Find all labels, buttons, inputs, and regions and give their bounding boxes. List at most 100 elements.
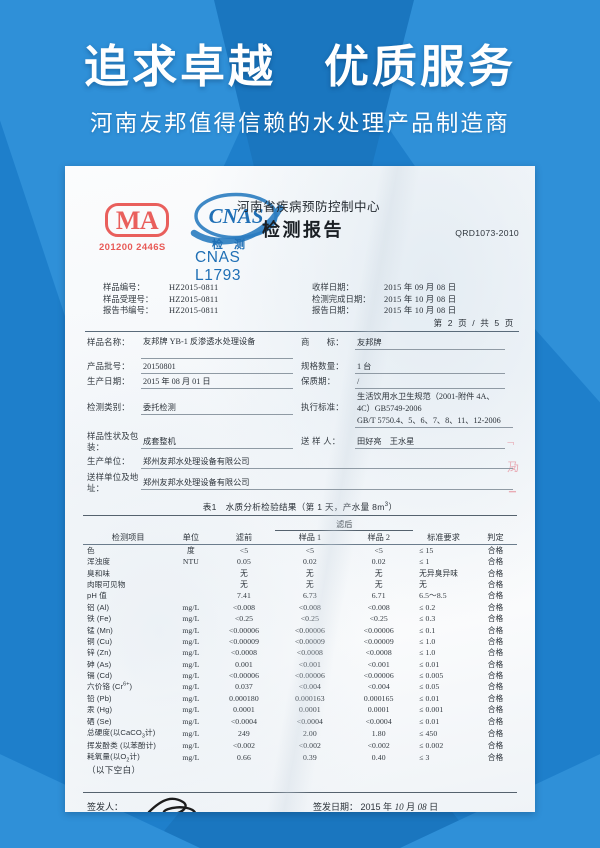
table-row: 镉 (Cd) mg/L <0.00006 <0.00006 <0.00006 ≤ 0.00… — [83, 670, 517, 681]
group-spacer-judge — [474, 518, 517, 531]
info-row-name-trademark: 样品名称： 友邦牌 YB-1 反渗透水处理设备 商 标： 友邦牌 — [87, 337, 519, 359]
cell-item: 铝 (Al) — [87, 602, 110, 612]
group-spacer-pre — [212, 518, 275, 531]
cell-before-filter: <0.002 — [232, 740, 256, 750]
cell-unit — [169, 579, 212, 590]
table-row: 铁 (Fe) mg/L <0.25 <0.25 <0.25 ≤ 0.3 合格 — [83, 613, 517, 624]
cell-unit: mg/L — [182, 659, 200, 669]
table-row: 色 度 <5 <5 <5 ≤ 15 合格 — [83, 545, 517, 557]
producer-label: 生产单位： — [87, 456, 130, 466]
cell-standard: ≤ 450 — [419, 728, 438, 738]
cell-unit: mg/L — [182, 705, 200, 715]
cell-standard: ≤ 0.1 — [419, 625, 436, 635]
cell-unit — [169, 590, 212, 601]
group-header-filtered: 滤后 — [275, 517, 414, 531]
cell-standard: ≤ 1 — [419, 557, 430, 567]
cell-standard: ≤ 0.005 — [419, 671, 444, 681]
standard-line-3: GB/T 5750.4、5、6、7、8、11、12-2006 — [355, 415, 513, 428]
cell-standard: ≤ 0.2 — [419, 602, 436, 612]
cell-judgement: 合格 — [487, 716, 504, 726]
cell-sample-1: <0.00006 — [294, 671, 325, 681]
table-row: pH 值 7.41 6.73 6.71 6.5～8.5 合格 — [83, 590, 517, 601]
table-row: 硒 (Se) mg/L <0.0004 <0.0004 <0.0004 ≤ 0.01 合格 — [83, 715, 517, 726]
issue-date-month-value: 10 — [394, 802, 404, 812]
info-row-batch-qty: 产品批号： 20150801 规格数量： 1 台 — [87, 361, 519, 374]
cell-judgement: 合格 — [487, 671, 504, 681]
cnas-swoosh-icon: CNAS — [190, 192, 284, 245]
issue-date-day-value: 08 — [417, 802, 427, 812]
group-spacer-std — [413, 518, 474, 531]
table-top-rule — [83, 515, 517, 518]
cell-before-filter: <0.00009 — [228, 636, 260, 646]
cell-sample-1: <5 — [305, 546, 315, 555]
deliverer-label: 送 样 人： — [301, 436, 341, 446]
batch-cell: 产品批号： 20150801 — [87, 361, 301, 374]
cell-standard: ≤ 0.01 — [419, 716, 440, 726]
group-spacer-item — [83, 518, 169, 531]
info-row-producer: 生产单位： 郑州友邦水处理设备有限公司 — [87, 456, 519, 469]
issue-date-label: 签发日期： — [313, 802, 359, 812]
info-row-state-deliverer: 样品性状及包装： 成套整机 送 样 人： 田好亮 王水星 — [87, 431, 519, 453]
cell-item: 肉眼可见物 — [87, 579, 126, 589]
info-row-sender: 送样单位及地址： 郑州友邦水处理设备有限公司 — [87, 472, 519, 494]
table-header-rule — [83, 542, 517, 545]
cell-sample-1: 0.000163 — [295, 693, 325, 703]
cell-sample-2: 0.40 — [371, 752, 386, 762]
table-row: 总硬度(以CaCO3计) mg/L 249 2.00 1.80 ≤ 450 合格 — [83, 727, 517, 740]
cma-logo: MA — [105, 203, 169, 237]
cell-judgement: 合格 — [487, 693, 504, 703]
cell-before-filter: <0.008 — [232, 602, 256, 612]
footer-divider — [83, 792, 517, 794]
report-number-row: 报告书编号： HZ2015-0811 — [103, 305, 218, 317]
table-row: 锰 (Mn) mg/L <0.00006 <0.00006 <0.00006 ≤ 0.1 合… — [83, 624, 517, 635]
standard-cell: 执行标准： 生活饮用水卫生规范（2001-附件 4A、 4C）GB5749-20… — [301, 391, 519, 428]
cell-item: 镉 (Cd) — [87, 671, 113, 681]
cell-before-filter: 0.000180 — [229, 693, 259, 703]
cell-standard: 6.5～8.5 — [419, 591, 447, 601]
cell-judgement: 合格 — [487, 705, 504, 715]
form-code: QRD1073-2010 — [455, 228, 519, 238]
cell-sample-1: <0.001 — [298, 659, 321, 669]
report-number-value: HZ2015-0811 — [169, 306, 219, 316]
cell-sample-2: 1.80 — [371, 728, 386, 738]
cell-sample-2: <5 — [374, 546, 383, 555]
issue-date-day-unit: 日 — [429, 802, 439, 812]
cell-unit: mg/L — [182, 648, 200, 658]
banner-subtitle: 河南友邦值得信赖的水处理产品制造商 — [90, 111, 510, 137]
test-type-label: 检测类别： — [87, 402, 130, 412]
acceptance-number-value: HZ2015-0811 — [169, 294, 219, 304]
header-before-filter: 滤前 — [235, 532, 253, 542]
cell-standard: 无 — [419, 579, 427, 589]
acceptance-number-row: 样品受理号： HZ2015-0811 — [103, 294, 218, 306]
report-number-label: 报告书编号： — [103, 305, 154, 316]
report-numbers-block: 样品编号： HZ2015-0811 样品受理号： HZ2015-0811 报告书… — [65, 282, 535, 328]
cell-sample-1: 2.00 — [302, 728, 317, 738]
prod-date-cell: 生产日期： 2015 年 08 月 01 日 — [87, 376, 301, 389]
header-item: 检测项目 — [111, 532, 145, 542]
cell-unit: mg/L — [182, 671, 200, 681]
table-row: 锌 (Zn) mg/L <0.0008 <0.0008 <0.0008 ≤ 1.0 合格 — [83, 647, 517, 658]
prod-date-label: 生产日期： — [87, 376, 130, 386]
cell-unit: mg/L — [182, 728, 200, 738]
cell-before-filter: 0.0001 — [233, 705, 255, 715]
cell-item: 锰 (Mn) — [87, 625, 113, 635]
cell-sample-1: <0.0004 — [296, 716, 323, 726]
cell-sample-2: 无 — [374, 579, 383, 589]
cell-sample-2: <0.0008 — [365, 648, 392, 658]
cell-judgement: 合格 — [487, 579, 504, 589]
trademark-cell: 商 标： 友邦牌 — [301, 337, 519, 350]
cell-item: 六价铬 (Cr6+) — [87, 681, 133, 692]
info-row-proddate-shelf: 生产日期： 2015 年 08 月 01 日 保质期： / — [87, 376, 519, 389]
cell-item: 色 — [87, 546, 95, 555]
issuer-label: 签发人： — [87, 802, 124, 812]
shelf-life-cell: 保质期： / — [301, 376, 519, 389]
batch-value: 20150801 — [141, 361, 293, 374]
seal-fragment-1: ﹁ — [505, 436, 515, 446]
shelf-life-value: / — [355, 376, 505, 389]
cell-unit: NTU — [182, 557, 199, 567]
standard-line-1: 生活饮用水卫生规范（2001-附件 4A、 — [357, 392, 495, 401]
cell-sample-1: <0.004 — [298, 682, 321, 692]
table-row: 臭和味 无 无 无 无异臭异味 合格 — [83, 567, 517, 578]
water-quality-results-table: 滤后 检测项目 单位 滤前 样品 1 样品 2 标准要求 判定 色 度 <5 <5 <5… — [83, 515, 517, 763]
cell-before-filter: 无 — [240, 568, 248, 578]
